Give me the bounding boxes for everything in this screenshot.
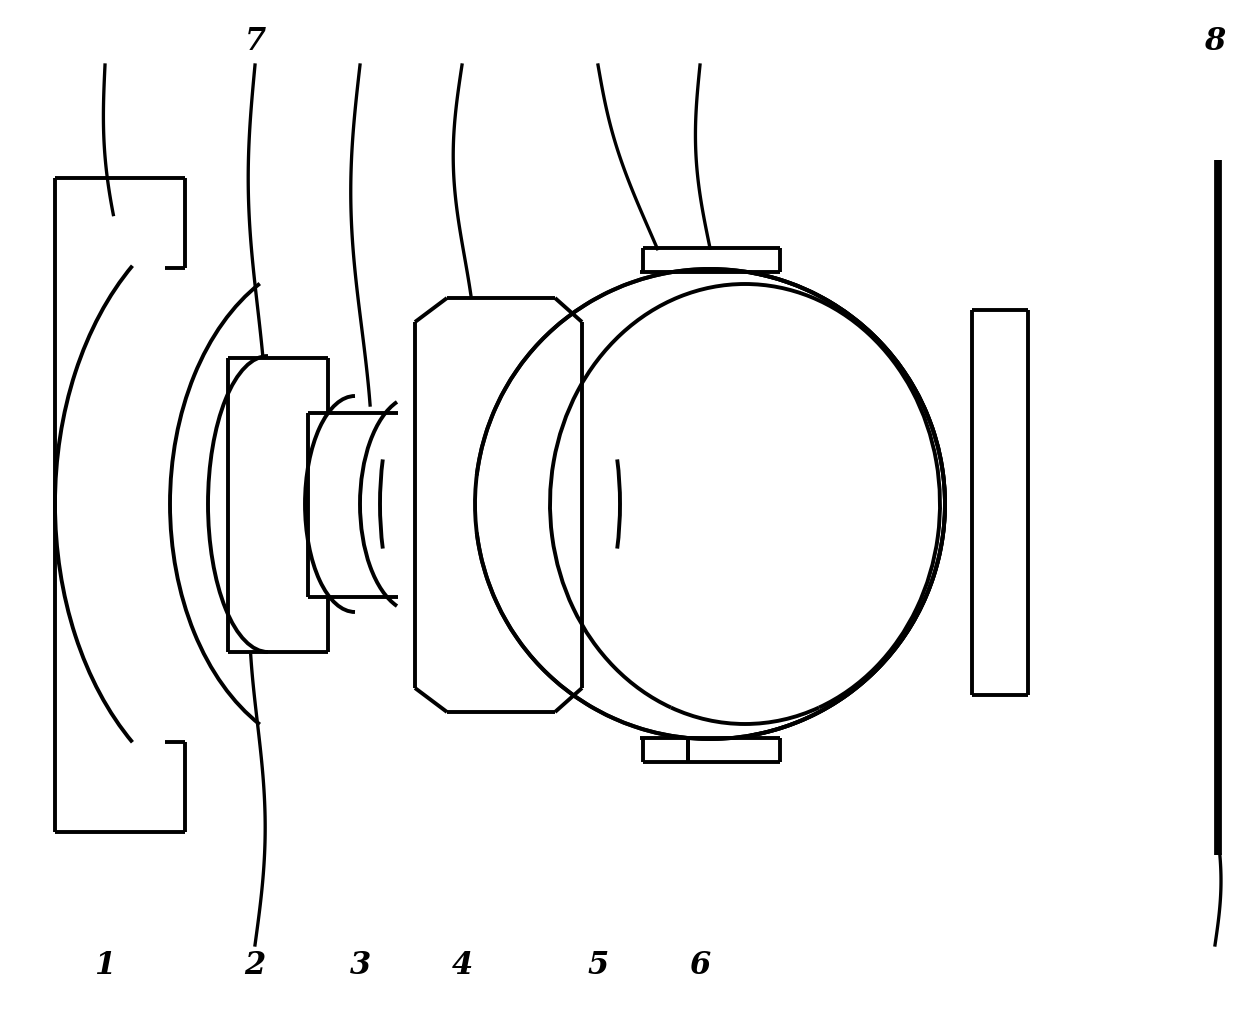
Text: 3: 3 xyxy=(350,949,371,981)
Text: 4: 4 xyxy=(451,949,472,981)
Text: 5: 5 xyxy=(588,949,609,981)
Text: 8: 8 xyxy=(1204,26,1225,58)
Text: 2: 2 xyxy=(244,949,265,981)
Text: 6: 6 xyxy=(689,949,711,981)
Text: 1: 1 xyxy=(94,949,115,981)
Text: 7: 7 xyxy=(244,26,265,58)
